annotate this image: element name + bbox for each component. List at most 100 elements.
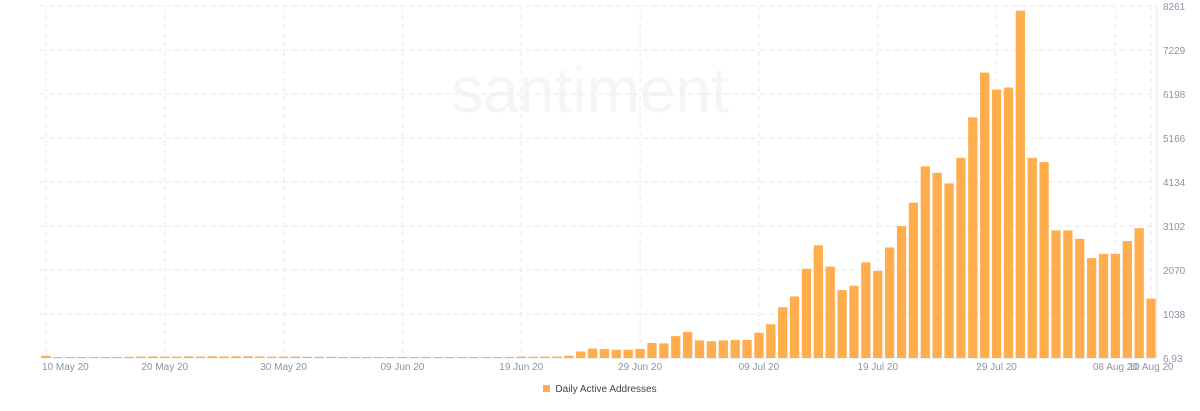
- bar: [1051, 230, 1061, 358]
- bar: [801, 268, 812, 358]
- x-tick-label: 29 Jun 20: [618, 362, 662, 373]
- legend: Daily Active Addresses: [0, 384, 1200, 395]
- bar: [231, 356, 241, 358]
- bar: [742, 339, 752, 358]
- bar: [326, 356, 336, 358]
- bar: [825, 266, 835, 358]
- bar: [647, 342, 657, 358]
- bar: [1110, 253, 1121, 358]
- bar: [730, 339, 740, 358]
- bar: [41, 355, 51, 358]
- x-tick-label: 10 May 20: [42, 362, 89, 373]
- bar: [302, 356, 313, 358]
- bar: [694, 340, 705, 358]
- bar: [65, 357, 75, 358]
- bar: [1039, 162, 1049, 358]
- bar: [76, 357, 87, 358]
- y-tick-label: 6.93: [1163, 354, 1183, 365]
- bar: [1098, 253, 1109, 358]
- grid: [40, 5, 1158, 359]
- bar: [290, 356, 301, 358]
- bar: [469, 357, 479, 358]
- bar: [1015, 10, 1025, 358]
- bar: [789, 296, 800, 358]
- bar: [1075, 238, 1085, 358]
- bar: [457, 357, 467, 358]
- bar: [480, 357, 491, 358]
- legend-swatch: [543, 385, 551, 392]
- bar: [338, 356, 348, 358]
- bar: [849, 285, 859, 358]
- bar: [1063, 230, 1073, 358]
- bar: [183, 356, 194, 358]
- bar: [968, 117, 978, 358]
- bar: [1122, 241, 1132, 358]
- bar: [908, 202, 919, 358]
- bar: [362, 357, 372, 358]
- bar: [492, 357, 503, 358]
- bar: [682, 331, 693, 358]
- bar: [53, 357, 63, 358]
- bar: [136, 356, 146, 358]
- bar: [397, 356, 408, 358]
- bar: [1146, 298, 1156, 358]
- x-axis: 10 May 20 20 May 20 30 May 20 09 Jun 20 19 J…: [42, 362, 1174, 373]
- x-tick-label: 29 Jul 20: [976, 362, 1017, 373]
- bar: [433, 357, 443, 358]
- bar: [671, 336, 681, 358]
- bar: [635, 348, 645, 358]
- y-tick-label: 1038: [1163, 310, 1186, 321]
- bar: [778, 307, 788, 358]
- y-tick-label: 6198: [1163, 90, 1186, 101]
- bar: [873, 270, 883, 358]
- bar: [409, 357, 419, 358]
- bar: [884, 247, 895, 358]
- bars: [41, 10, 1156, 359]
- legend-label: Daily Active Addresses: [555, 384, 657, 395]
- bar: [314, 356, 324, 358]
- bar: [861, 262, 871, 358]
- bar: [932, 172, 942, 358]
- bar: [100, 357, 110, 358]
- bar: [896, 226, 907, 358]
- x-tick-label: 09 Jun 20: [380, 362, 424, 373]
- bar: [267, 356, 277, 358]
- x-tick-label: 19 Jul 20: [857, 362, 898, 373]
- bar: [278, 356, 289, 358]
- y-tick-label: 7229: [1163, 46, 1186, 57]
- bar: [540, 356, 550, 358]
- bar: [837, 290, 847, 358]
- watermark: santiment: [451, 54, 729, 126]
- bar: [88, 357, 99, 358]
- bar: [944, 183, 954, 358]
- bar: [1087, 258, 1097, 358]
- bar: [706, 341, 717, 358]
- bar: [516, 356, 526, 358]
- bar: [564, 355, 574, 358]
- bar: [207, 356, 217, 358]
- bar: [766, 324, 776, 358]
- bar: [552, 356, 562, 358]
- bar: [172, 356, 182, 358]
- bar: [148, 356, 158, 358]
- bar: [599, 348, 610, 358]
- bar: [623, 349, 633, 358]
- bar: [576, 351, 586, 358]
- bar: [112, 356, 122, 358]
- bar: [956, 157, 966, 358]
- bar: [813, 245, 823, 358]
- y-axis: 6.93 1038 2070 3102 4134 5166 6198 7229 8261: [1163, 2, 1186, 365]
- bar: [385, 357, 396, 358]
- bar: [659, 343, 669, 358]
- bar: [1027, 157, 1037, 358]
- x-tick-label: 20 May 20: [141, 362, 188, 373]
- x-tick-label: 19 Jun 20: [499, 362, 543, 373]
- x-tick-label: 09 Jul 20: [739, 362, 780, 373]
- bar: [350, 356, 360, 358]
- bar: [195, 356, 206, 358]
- bar: [160, 356, 170, 358]
- bar: [374, 357, 384, 358]
- bar: [1003, 87, 1014, 359]
